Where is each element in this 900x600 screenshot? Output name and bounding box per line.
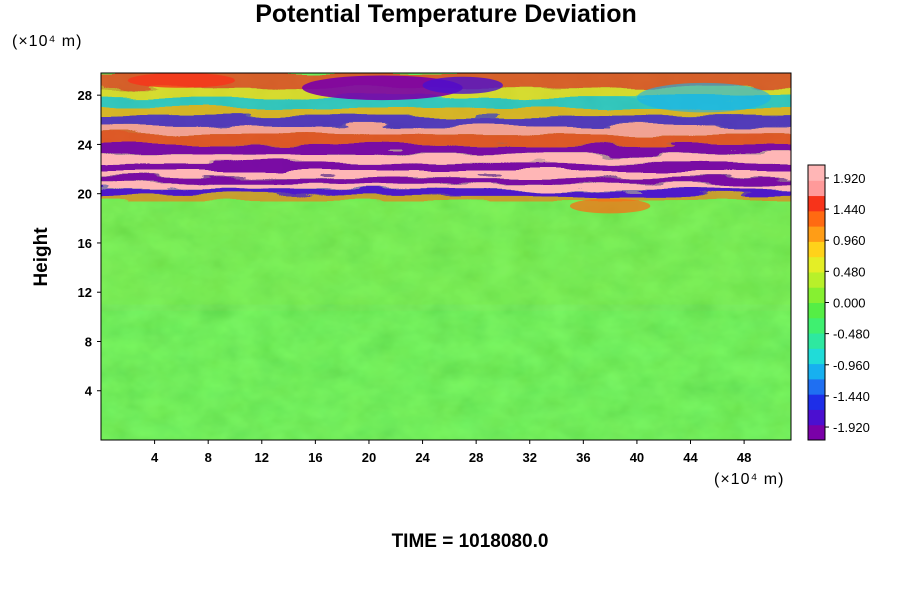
x-tick-label: 24 [415, 450, 430, 465]
colorbar-swatch [808, 226, 825, 242]
colorbar-swatch [808, 333, 825, 349]
y-tick-label: 8 [85, 334, 92, 349]
band-9 [101, 162, 791, 172]
colorbar-swatch [808, 409, 825, 426]
colorbar-swatch [808, 363, 825, 380]
band-11 [101, 177, 791, 184]
colorbar-swatch [808, 378, 825, 395]
band-2 [101, 97, 791, 108]
x-tick-label: 32 [523, 450, 537, 465]
colorbar-swatch [808, 287, 825, 303]
colorbar-swatch [808, 241, 825, 258]
feature-2 [636, 82, 771, 113]
x-tick-label: 36 [576, 450, 590, 465]
x-tick-label: 28 [469, 450, 483, 465]
colorbar-label: -1.440 [833, 389, 870, 404]
y-axis-unit: (×10⁴ m) [12, 33, 83, 50]
band-6 [101, 134, 791, 145]
upper-troposphere-tint [101, 196, 791, 305]
colorbar-swatch [808, 317, 825, 334]
band-8 [101, 154, 791, 163]
colorbar-swatch [808, 394, 825, 410]
plot-area [101, 73, 791, 440]
x-tick-label: 44 [683, 450, 698, 465]
y-tick-label: 24 [78, 137, 93, 152]
x-tick-label: 40 [630, 450, 644, 465]
band-14 [101, 194, 791, 202]
colorbar-swatch [808, 271, 825, 288]
colorbar-swatch [808, 302, 825, 319]
colorbar-label: 0.480 [833, 264, 866, 279]
y-tick-label: 28 [78, 88, 92, 103]
colorbar-label: 1.440 [833, 202, 866, 217]
colorbar-label: -0.960 [833, 358, 870, 373]
colorbar-swatch [808, 210, 825, 227]
colorbar-label: -0.480 [833, 327, 870, 342]
colorbar-label: 0.960 [833, 233, 866, 248]
colorbar-swatch [808, 180, 825, 197]
colorbar-label: 1.920 [833, 171, 866, 186]
colorbar-label: 0.000 [833, 296, 866, 311]
feature-3 [569, 198, 651, 214]
band-3 [101, 107, 791, 117]
x-tick-label: 4 [151, 450, 159, 465]
chart-title: Potential Temperature Deviation [255, 0, 637, 28]
time-label: TIME = 1018080.0 [391, 531, 549, 552]
colorbar: 1.920 1.440 0.960 0.480 0.000 -0.480 -0.960 -1.… [807, 164, 870, 441]
feature-0 [301, 75, 463, 101]
colorbar-label: -1.920 [833, 420, 870, 435]
feature-1 [422, 76, 503, 94]
x-axis-unit: (×10⁴ m) [714, 471, 785, 488]
y-tick-label: 12 [78, 285, 92, 300]
band-10 [101, 171, 791, 178]
colorbar-swatch [808, 256, 825, 273]
band-7 [101, 144, 791, 155]
y-tick-label: 16 [78, 236, 92, 251]
plot-frame [100, 72, 792, 441]
colorbar-swatch [808, 165, 825, 181]
band-12 [101, 183, 791, 189]
x-tick-label: 20 [362, 450, 376, 465]
y-tick-label: 4 [85, 384, 93, 399]
stratified-bands [101, 73, 791, 202]
colorbar-swatch [808, 424, 825, 441]
x-tick-label: 48 [737, 450, 751, 465]
band-13 [101, 188, 791, 195]
band-4 [101, 116, 791, 126]
colorbar-swatch [808, 195, 825, 212]
y-tick-label: 20 [78, 187, 92, 202]
band-5 [101, 125, 791, 135]
colorbar-swatch [808, 348, 825, 365]
feature-4 [127, 73, 235, 88]
x-tick-label: 16 [308, 450, 322, 465]
x-tick-label: 8 [205, 450, 212, 465]
x-tick-label: 12 [255, 450, 269, 465]
